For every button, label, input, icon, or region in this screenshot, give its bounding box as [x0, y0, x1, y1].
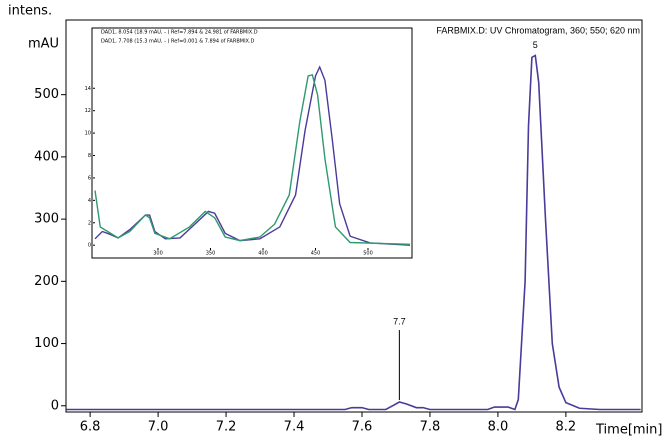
x-tick-label: 500: [363, 251, 373, 257]
x-tick-label: 300: [153, 251, 163, 257]
y-tick-label: 6: [88, 175, 91, 181]
y-tick-label: 12: [85, 108, 91, 114]
y-tick-label: 0: [88, 243, 91, 249]
y-tick-label: 8: [88, 153, 91, 159]
plot-frame: [65, 19, 643, 413]
x-tick-label: 450: [311, 251, 321, 257]
x-tick-label: 7.2: [216, 420, 237, 435]
x-tick-label: 8.0: [488, 420, 509, 435]
legend-entry: DAD1, 8.054 (18.9 mAU, - ) Ref=7.894 & 2…: [101, 30, 258, 36]
series-line: [94, 65, 411, 246]
legend-entry: DAD1, 7.708 (15.3 mAU, - ) Ref=0.001 & 7…: [101, 39, 255, 45]
x-label: Time[min]: [595, 423, 662, 438]
y-tick-label: 4: [88, 198, 91, 204]
series-line: [94, 73, 411, 245]
x-tick-label: 7.8: [420, 420, 441, 435]
x-tick-label: 6.8: [80, 420, 101, 435]
chart-title: FARBMIX.D: UV Chromatogram, 360; 550; 62…: [436, 25, 640, 35]
y-tick-label: 10: [85, 131, 91, 137]
annotation: 5: [533, 40, 538, 50]
x-tick-label: 8.2: [556, 420, 577, 435]
x-tick-label: 350: [206, 251, 216, 257]
y-tick-label: 2: [88, 220, 91, 226]
y-label: mAU: [28, 37, 59, 52]
y-tick-label: 500: [34, 87, 59, 102]
x-tick-label: 400: [258, 251, 268, 257]
inset-frame: [91, 27, 413, 259]
x-tick-label: 7.6: [352, 420, 373, 435]
x-tick-label: 7.4: [284, 420, 305, 435]
series-line: [66, 54, 641, 411]
y-tick-label: 400: [34, 149, 59, 164]
x-tick-label: 7.0: [148, 420, 169, 435]
y-tick-label: 14: [85, 86, 91, 92]
y-tick-label: 200: [34, 274, 59, 289]
y-tick-label: 100: [34, 336, 59, 351]
y-tick-label: 300: [34, 212, 59, 227]
y-label-top: intens.: [8, 4, 52, 19]
y-tick-label: 0: [51, 398, 59, 413]
annotation: 7.7: [393, 316, 406, 326]
